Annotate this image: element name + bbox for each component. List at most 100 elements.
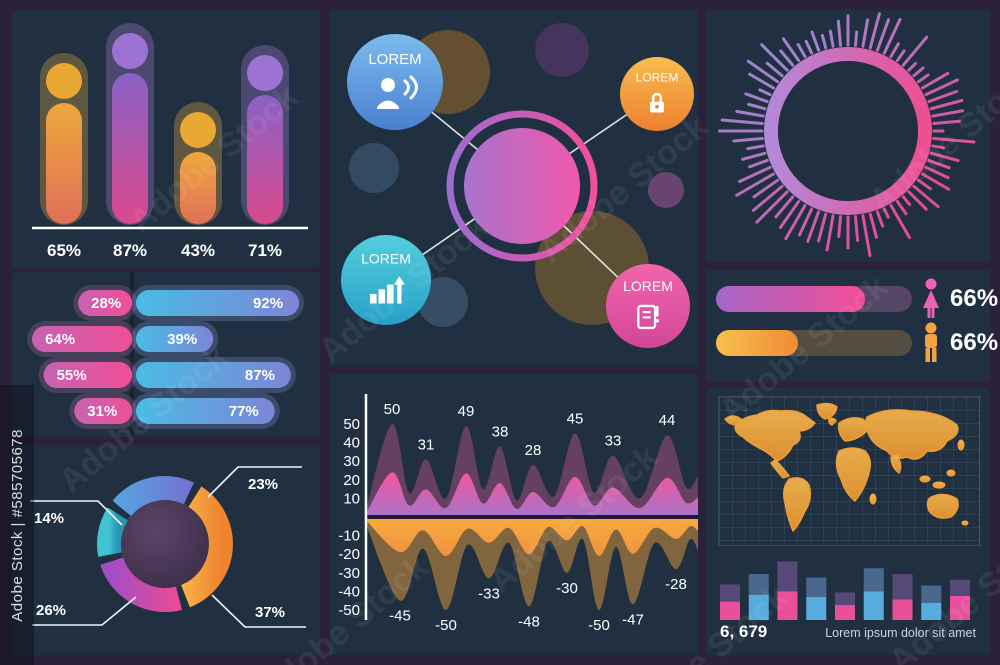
- tornado-row: 28% 92%: [73, 285, 305, 321]
- wave-trough-value: -45: [389, 608, 411, 625]
- male-icon: [918, 322, 944, 369]
- network-node-label: LOREM: [636, 71, 679, 85]
- female-icon: [918, 278, 944, 325]
- network-node: LOREM: [606, 264, 690, 348]
- wave-y-tick: -10: [338, 528, 360, 545]
- map-grid: [718, 396, 980, 546]
- people-bar: [174, 102, 222, 225]
- panel-wave-chart: 50 40 30 20 10 -10 -20 -30 -40 -50 50 31 49 38 28 45 33 4…: [330, 374, 698, 655]
- panel-burst-stat: 678 Lorem ipsum dolor sit: [706, 10, 990, 262]
- wave-y-tick: 50: [343, 416, 360, 433]
- donut-segment: [97, 507, 129, 557]
- wave-trough-value: -47: [622, 611, 644, 628]
- gender-progress-track: [716, 286, 912, 312]
- tornado-left-value: 28%: [91, 295, 121, 312]
- stacked-bar: [806, 577, 827, 620]
- map-caption: Lorem ipsum dolor sit amet: [825, 626, 976, 640]
- wave-y-tick: 10: [343, 490, 360, 507]
- stock-watermark-side: Adobe Stock | #585705678: [0, 385, 34, 665]
- tornado-right-value: 39%: [167, 331, 197, 348]
- wave-trough-value: -50: [588, 617, 610, 634]
- donut-segment: [112, 476, 195, 517]
- wave-peak-value: 28: [525, 442, 542, 459]
- panel-gender-stats: 66% 66%: [706, 270, 998, 382]
- wave-peak-value: 50: [384, 401, 401, 418]
- stacked-bar: [748, 574, 769, 620]
- gender-percent: 66%: [950, 329, 999, 356]
- people-bar: [40, 53, 88, 225]
- world-map: [724, 402, 969, 533]
- wave-peak-value: 49: [458, 403, 475, 420]
- decor-circle: [648, 172, 684, 208]
- tornado-left-value: 31%: [87, 403, 117, 420]
- stacked-bar: [863, 568, 884, 620]
- decor-circle: [349, 143, 399, 193]
- donut-segment: [180, 486, 233, 608]
- chart-growth-icon: [370, 276, 405, 304]
- burst-chart: [718, 12, 976, 258]
- network-diagram: LOREM LOREM LOREM LOREM: [341, 23, 694, 348]
- network-node: LOREM: [620, 57, 694, 131]
- network-node-label: LOREM: [361, 251, 411, 267]
- tornado-chart: 28% 92% 64% 39% 55% 87% 31% 77%: [27, 272, 305, 437]
- donut-chart: 23% 37% 26% 14%: [30, 466, 306, 628]
- tornado-row: 31% 77%: [69, 393, 280, 429]
- wave-area-chart: 5040302010-10-20-30-40-50503149382845334…: [338, 394, 698, 634]
- decor-circle: [535, 23, 589, 77]
- wave-trough-value: -33: [478, 585, 500, 602]
- wave-peak-value: 45: [567, 410, 584, 427]
- wave-trough-value: -30: [556, 580, 578, 597]
- network-node-label: LOREM: [623, 278, 673, 294]
- donut-callout-value: 23%: [248, 476, 278, 493]
- network-node-label: LOREM: [368, 51, 421, 68]
- people-bar: [241, 45, 289, 225]
- stacked-bar: [720, 584, 740, 620]
- tornado-right-value: 92%: [253, 295, 283, 312]
- stacked-bar: [892, 574, 913, 620]
- wave-y-tick: -50: [338, 602, 360, 619]
- lock-icon: [650, 92, 664, 113]
- wave-y-tick: -20: [338, 546, 360, 563]
- tornado-left-value: 64%: [45, 331, 75, 348]
- wave-y-tick: -40: [338, 583, 360, 600]
- wave-y-tick: 30: [343, 453, 360, 470]
- stock-watermark-side-text: Adobe Stock | #585705678: [8, 428, 26, 622]
- donut-callout-value: 37%: [255, 604, 285, 621]
- gender-progress-track: [716, 330, 912, 356]
- wave-y-tick: 20: [343, 472, 360, 489]
- tornado-right-value: 87%: [245, 367, 275, 384]
- stacked-bar: [950, 579, 970, 620]
- decor-circle: [418, 277, 468, 327]
- panel-tornado-chart: 28% 92% 64% 39% 55% 87% 31% 77%: [12, 272, 320, 437]
- wave-peak-value: 31: [418, 436, 435, 453]
- tornado-right-value: 77%: [229, 403, 259, 420]
- people-bar: [106, 23, 154, 225]
- people-bar-value: 65%: [47, 241, 81, 260]
- stacked-bar: [777, 561, 798, 620]
- wave-peak-value: 33: [605, 433, 622, 450]
- network-node: LOREM: [341, 235, 431, 325]
- gender-percent: 66%: [950, 285, 999, 312]
- wave-trough-value: -48: [518, 613, 540, 630]
- people-bar-chart: 65% 87% 43% 71%: [32, 23, 308, 260]
- gender-progress-fill: [716, 330, 799, 356]
- network-node: LOREM: [347, 34, 443, 130]
- panel-world-map: 6, 679 Lorem ipsum dolor sit amet: [706, 388, 990, 655]
- tornado-left-value: 55%: [57, 367, 87, 384]
- wave-peak-value: 44: [659, 412, 676, 429]
- wave-trough-value: -28: [665, 576, 687, 593]
- document-alert-icon: [637, 304, 659, 330]
- tornado-row: 64% 39%: [27, 321, 219, 357]
- tornado-row: 55% 87%: [38, 357, 296, 393]
- map-stat-value: 6, 679: [720, 622, 768, 641]
- people-bar-value: 71%: [248, 241, 282, 260]
- people-bar-value: 43%: [181, 241, 215, 260]
- person-sound-icon: [377, 75, 418, 109]
- donut-segment: [100, 556, 182, 612]
- stacked-bar: [921, 585, 942, 620]
- stacked-bar: [835, 592, 855, 620]
- panel-donut-chart: $6 570 LOREM IPSUM DOLOR SIT 23%37%26%14…: [12, 445, 320, 655]
- wave-peak-value: 38: [492, 423, 509, 440]
